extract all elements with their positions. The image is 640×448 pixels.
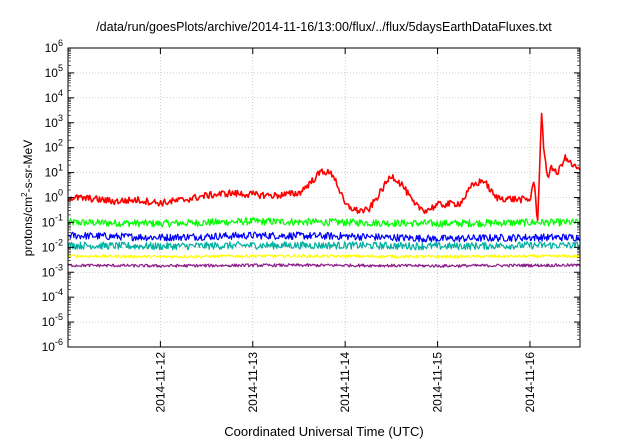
series-line — [67, 231, 581, 243]
y-tick-label: 10-4 — [42, 287, 63, 304]
series-line — [67, 112, 581, 222]
y-tick-label: 102 — [45, 138, 63, 155]
y-tick-label: 103 — [45, 113, 63, 130]
y-tick-label: 10-6 — [42, 337, 63, 354]
y-tick-label: 100 — [45, 188, 63, 205]
series-line — [67, 263, 581, 268]
series-line — [67, 241, 581, 251]
series-line — [67, 253, 581, 259]
x-tick-label: 2014-11-15 — [431, 352, 445, 413]
y-axis-label-suffix: -s-sr-MeV — [21, 139, 35, 193]
y-axis-label-exponent: 2 — [20, 192, 29, 197]
y-axis-label-unit: protons/cm — [21, 196, 35, 257]
y-tick-label: 106 — [45, 38, 63, 55]
chart-title: /data/run/goesPlots/archive/2014-11-16/1… — [96, 20, 552, 34]
x-tick-label: 2014-11-16 — [523, 352, 537, 413]
series-line — [67, 217, 581, 228]
y-tick-label: 104 — [45, 88, 63, 105]
y-tick-label: 10-2 — [42, 237, 63, 254]
y-tick-label: 10-5 — [42, 312, 63, 329]
y-tick-label: 10-3 — [42, 262, 63, 279]
y-tick-label: 105 — [45, 63, 63, 80]
y-tick-label: 101 — [45, 163, 63, 180]
x-axis-label: Coordinated Universal Time (UTC) — [224, 424, 424, 439]
x-tick-label: 2014-11-14 — [338, 352, 352, 413]
x-tick-label: 2014-11-13 — [246, 352, 260, 413]
y-tick-label: 10-1 — [42, 212, 63, 229]
x-tick-label: 2014-11-12 — [153, 352, 167, 413]
